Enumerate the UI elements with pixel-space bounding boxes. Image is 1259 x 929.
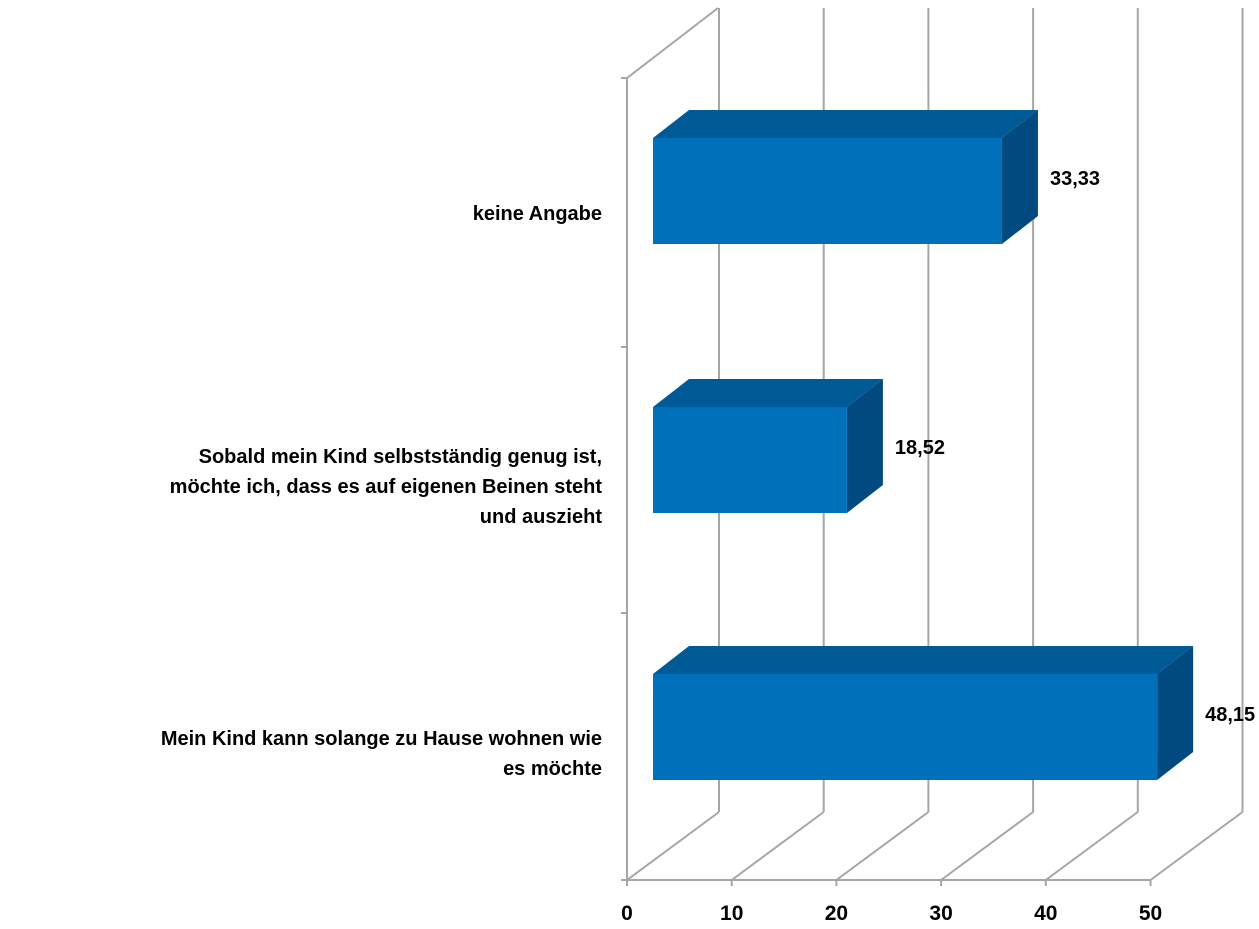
floor-gridline <box>626 811 720 881</box>
axes <box>621 7 1152 886</box>
bar-front-face <box>653 407 847 513</box>
category-label-line: Sobald mein Kind selbstständig genug ist… <box>199 446 602 468</box>
category-label-line: keine Angabe <box>473 203 602 225</box>
category-label-line: möchte ich, dass es auf eigenen Beinen s… <box>170 476 603 498</box>
bar-front-face <box>653 674 1158 780</box>
x-tick-label: 30 <box>929 902 952 925</box>
bar-top-face <box>653 379 883 407</box>
bar <box>653 110 1038 244</box>
floor-gridline <box>731 811 825 881</box>
bar <box>653 646 1194 780</box>
category-label: Sobald mein Kind selbstständig genug ist… <box>170 446 603 528</box>
data-label: 18,52 <box>895 437 945 459</box>
floor-gridline <box>1149 811 1244 881</box>
labels: 0 10 20 30 40 50 33,33 keine Angabe 18,52 Sobald … <box>161 168 1255 925</box>
x-tick-label: 10 <box>720 902 743 925</box>
bar <box>653 379 883 513</box>
bar-side-face <box>1001 110 1038 244</box>
category-label-line: und auszieht <box>480 506 603 528</box>
x-tick-label: 0 <box>621 902 633 925</box>
floor-gridline <box>835 811 929 881</box>
data-label: 48,15 <box>1205 704 1255 726</box>
bar-top-face <box>653 110 1038 138</box>
bar-side-face <box>846 379 883 513</box>
category-label: Mein Kind kann solange zu Hause wohnen w… <box>161 728 602 780</box>
bars <box>653 110 1194 780</box>
category-label-line: es möchte <box>503 758 602 780</box>
category-label-line: Mein Kind kann solange zu Hause wohnen w… <box>161 728 602 750</box>
x-tick-label: 40 <box>1034 902 1057 925</box>
floor-gridline <box>940 811 1034 881</box>
floor-gridline <box>1045 811 1139 881</box>
x-tick-label: 50 <box>1139 902 1162 925</box>
category-label: keine Angabe <box>473 203 602 225</box>
data-label: 33,33 <box>1050 168 1100 190</box>
x-tick-label: 20 <box>825 902 848 925</box>
wall-top-edge <box>626 7 719 79</box>
bar-top-face <box>653 646 1194 674</box>
bar-side-face <box>1157 646 1194 780</box>
bar-front-face <box>653 138 1002 244</box>
